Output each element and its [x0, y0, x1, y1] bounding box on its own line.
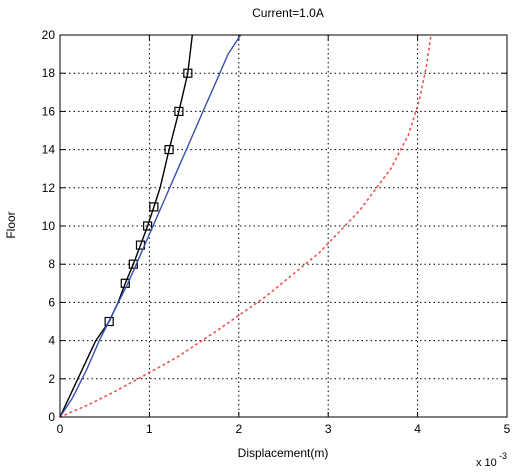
- y-axis-label: Floor: [4, 211, 18, 238]
- series-line: [59, 34, 193, 418]
- series-2: [59, 34, 242, 418]
- x-tick-label: 0: [57, 422, 64, 436]
- x-axis-multiplier-base: x 10: [476, 457, 497, 469]
- grid: [60, 35, 507, 417]
- chart-title: Current=1.0A: [252, 6, 324, 20]
- y-tick-label: 18: [42, 66, 56, 80]
- x-tick-label: 2: [235, 422, 242, 436]
- y-tick-label: 6: [48, 295, 55, 309]
- y-tick-label: 14: [42, 143, 56, 157]
- x-tick-label: 1: [146, 422, 153, 436]
- square-marker: [164, 145, 174, 155]
- series-1: [59, 34, 193, 418]
- plot-frame: [59, 34, 508, 418]
- y-tick-label: 10: [42, 219, 56, 233]
- square-marker: [104, 316, 114, 327]
- x-axis-label: Displacement(m): [238, 446, 329, 460]
- y-tick-label: 8: [48, 257, 55, 271]
- x-axis-multiplier-exponent: -3: [499, 451, 507, 461]
- series-line: [59, 34, 242, 418]
- square-marker: [174, 106, 184, 117]
- y-tick-label: 2: [48, 372, 55, 386]
- square-marker: [128, 259, 138, 269]
- series-layer: [59, 34, 432, 418]
- y-tick-label: 20: [42, 28, 56, 42]
- y-tick-label: 16: [42, 104, 56, 118]
- x-tick-label: 5: [504, 422, 511, 436]
- x-tick-label: 4: [414, 422, 421, 436]
- x-tick-label: 3: [325, 422, 332, 436]
- square-marker: [149, 202, 159, 212]
- square-marker: [183, 68, 193, 78]
- y-tick-label: 0: [48, 410, 55, 424]
- y-tick-label: 12: [42, 181, 56, 195]
- x-axis-multiplier: x 10 -3: [476, 451, 507, 469]
- y-tick-label: 4: [48, 334, 55, 348]
- square-marker: [143, 221, 153, 231]
